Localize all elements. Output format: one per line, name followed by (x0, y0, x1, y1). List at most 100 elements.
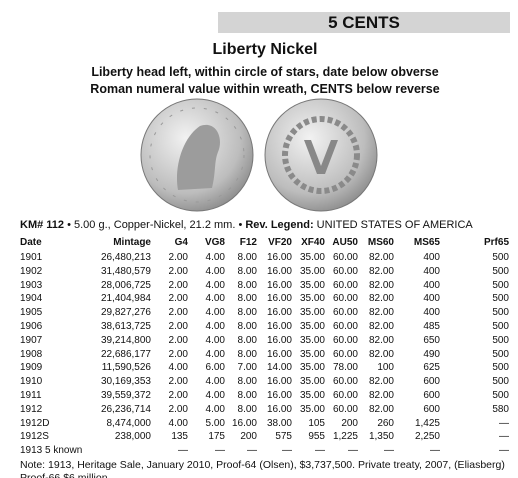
value-cell: 21,404,984 (100, 293, 151, 305)
date-cell: 1911 (20, 390, 42, 401)
date-cell: 1913 5 known (20, 445, 83, 457)
value-cell: 82.00 (368, 307, 394, 319)
value-cell: 2.00 (168, 348, 188, 360)
value-cell: 500 (492, 293, 509, 305)
value-cell: 2.00 (168, 265, 188, 277)
value-cell: 485 (423, 321, 440, 332)
value-cell: 6.00 (205, 362, 225, 374)
value-cell: 4.00 (205, 403, 225, 415)
value-cell: 60.00 (332, 376, 358, 388)
value-cell: 35.00 (299, 334, 325, 346)
value-cell: 4.00 (205, 252, 225, 263)
value-cell: 35.00 (299, 265, 325, 277)
date-cell: 1908 (20, 348, 43, 360)
value-cell: — (215, 445, 225, 457)
value-cell: 490 (423, 348, 440, 360)
value-cell: 82.00 (368, 252, 394, 263)
specs: KM# 112 • 5.00 g., Copper-Nickel, 21.2 m… (20, 219, 473, 231)
value-cell: 82.00 (368, 279, 394, 291)
value-cell: 500 (492, 334, 509, 346)
value-cell: 1,350 (368, 431, 394, 443)
spec-text: • 5.00 g., Copper-Nickel, 21.2 mm. • (64, 219, 246, 231)
value-cell: 8.00 (237, 252, 257, 263)
description: Liberty head left, within circle of star… (91, 65, 439, 79)
legend-text: UNITED STATES OF AMERICA (313, 219, 473, 231)
value-cell: — (384, 445, 394, 457)
value-cell: 16.00 (266, 279, 292, 291)
value-cell: 400 (423, 293, 440, 305)
date-cell: 1904 (20, 293, 43, 305)
legend-label: Rev. Legend: (245, 219, 314, 231)
value-cell: 82.00 (368, 321, 394, 332)
value-cell: 8.00 (237, 348, 257, 360)
value-cell: — (315, 445, 325, 457)
value-cell: 35.00 (299, 293, 325, 305)
column-header: MS65 (413, 237, 440, 248)
value-cell: 400 (423, 252, 440, 263)
value-cell: 78.00 (332, 362, 358, 374)
value-cell: — (282, 445, 292, 457)
column-header: XF40 (301, 237, 325, 248)
date-cell: 1912D (20, 417, 50, 429)
value-cell: 4.00 (205, 279, 225, 291)
value-cell: 60.00 (332, 307, 358, 319)
value-cell: 200 (341, 417, 358, 429)
value-cell: — (247, 445, 257, 457)
value-cell: 500 (492, 348, 509, 360)
value-cell: 8.00 (237, 390, 257, 401)
value-cell: 8.00 (237, 334, 257, 346)
value-cell: 31,480,579 (100, 265, 151, 277)
value-cell: 4.00 (205, 321, 225, 332)
value-cell: 16.00 (266, 334, 292, 346)
date-cell: 1907 (20, 334, 43, 346)
value-cell: 16.00 (266, 293, 292, 305)
value-cell: 82.00 (368, 293, 394, 305)
value-cell: 28,006,725 (100, 279, 151, 291)
column-header: Date (20, 237, 42, 248)
value-cell: 8.00 (237, 376, 257, 388)
value-cell: 575 (275, 431, 292, 443)
value-cell: 8.00 (237, 293, 257, 305)
date-cell: 1905 (20, 307, 43, 319)
value-cell: 30,169,353 (100, 376, 151, 388)
date-cell: 1902 (20, 265, 43, 277)
value-cell: 200 (240, 431, 257, 443)
value-cell: 4.00 (205, 348, 225, 360)
column-header: MS60 (367, 237, 394, 248)
value-cell: 16.00 (266, 265, 292, 277)
coin-name: Liberty Nickel (212, 41, 318, 58)
value-cell: 500 (492, 390, 509, 401)
date-cell: 1901 (20, 252, 43, 263)
value-cell: 8.00 (237, 279, 257, 291)
value-cell: 1,225 (332, 431, 358, 443)
value-cell: 82.00 (368, 334, 394, 346)
value-cell: 135 (171, 431, 188, 443)
value-cell: 14.00 (266, 362, 292, 374)
value-cell: 7.00 (237, 362, 257, 374)
value-cell: 4.00 (168, 417, 188, 429)
date-cell: 1906 (20, 321, 43, 332)
value-cell: — (178, 445, 188, 457)
value-cell: 4.00 (168, 362, 188, 374)
value-cell: 2.00 (168, 279, 188, 291)
coin-images (140, 98, 378, 212)
column-header: G4 (174, 237, 188, 248)
value-cell: 600 (423, 376, 440, 388)
value-cell: 60.00 (332, 265, 358, 277)
value-cell: — (430, 445, 440, 457)
value-cell: 500 (492, 321, 509, 332)
value-cell: 60.00 (332, 403, 358, 415)
value-cell: 260 (377, 417, 394, 429)
value-cell: 500 (492, 307, 509, 319)
value-cell: 580 (492, 403, 509, 415)
value-cell: 400 (423, 279, 440, 291)
value-cell: 60.00 (332, 390, 358, 401)
value-cell: 16.00 (266, 376, 292, 388)
section-title: 5 CENTS (328, 13, 400, 32)
value-cell: 38,613,725 (100, 321, 151, 332)
column-header: F12 (239, 237, 257, 248)
value-cell: 35.00 (299, 362, 325, 374)
column-header: AU50 (332, 237, 358, 248)
